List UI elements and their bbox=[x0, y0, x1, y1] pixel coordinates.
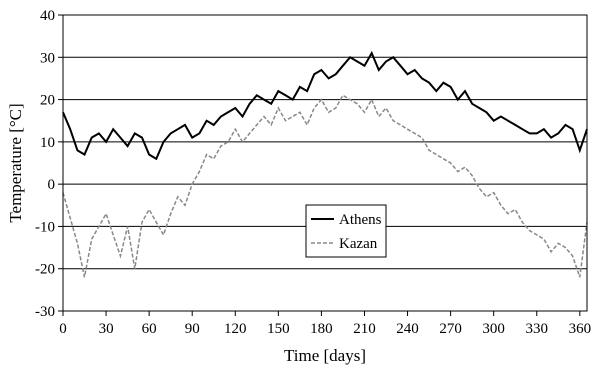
plot-area-frame bbox=[62, 14, 588, 312]
y-tick-label: 30 bbox=[40, 50, 55, 66]
x-axis-title: Time [days] bbox=[284, 346, 366, 365]
y-tick-label: 10 bbox=[40, 135, 55, 151]
x-tick-label: 330 bbox=[526, 321, 549, 337]
x-tick-label: 30 bbox=[99, 321, 114, 337]
series-line-athens bbox=[62, 50, 588, 161]
y-tick-label: 20 bbox=[40, 93, 55, 109]
x-tick-label: 210 bbox=[353, 321, 376, 337]
y-tick-label: 40 bbox=[40, 8, 55, 24]
y-axis-title: Temperature [°C] bbox=[6, 103, 25, 222]
series-line-kazan bbox=[62, 94, 588, 278]
x-tick-label: 240 bbox=[396, 321, 419, 337]
x-tick-label: 120 bbox=[224, 321, 247, 337]
y-tick-label: -30 bbox=[35, 304, 55, 320]
x-tick-label: 60 bbox=[142, 321, 157, 337]
x-tick-label: 150 bbox=[267, 321, 290, 337]
x-tick-label: 180 bbox=[310, 321, 333, 337]
x-tick-label: 90 bbox=[185, 321, 200, 337]
y-tick-label: 0 bbox=[48, 177, 56, 193]
legend-label-kazan: Kazan bbox=[339, 236, 378, 252]
legend-label-athens: Athens bbox=[339, 212, 382, 228]
legend: Athens Kazan bbox=[305, 204, 387, 258]
x-tick-label: 360 bbox=[569, 321, 592, 337]
x-tick-label: 300 bbox=[482, 321, 505, 337]
tick-layer: -30 -20 -10 0 10 20 30 40 0 30 60 90 120 150 180 210 240… bbox=[35, 8, 591, 337]
series-layer bbox=[62, 50, 588, 278]
legend-box bbox=[305, 204, 387, 258]
grid-layer bbox=[63, 56, 587, 270]
y-tick-label: -20 bbox=[35, 262, 55, 278]
x-tick-label: 270 bbox=[439, 321, 462, 337]
y-tick-label: -10 bbox=[35, 219, 55, 235]
x-tick-label: 0 bbox=[59, 321, 67, 337]
